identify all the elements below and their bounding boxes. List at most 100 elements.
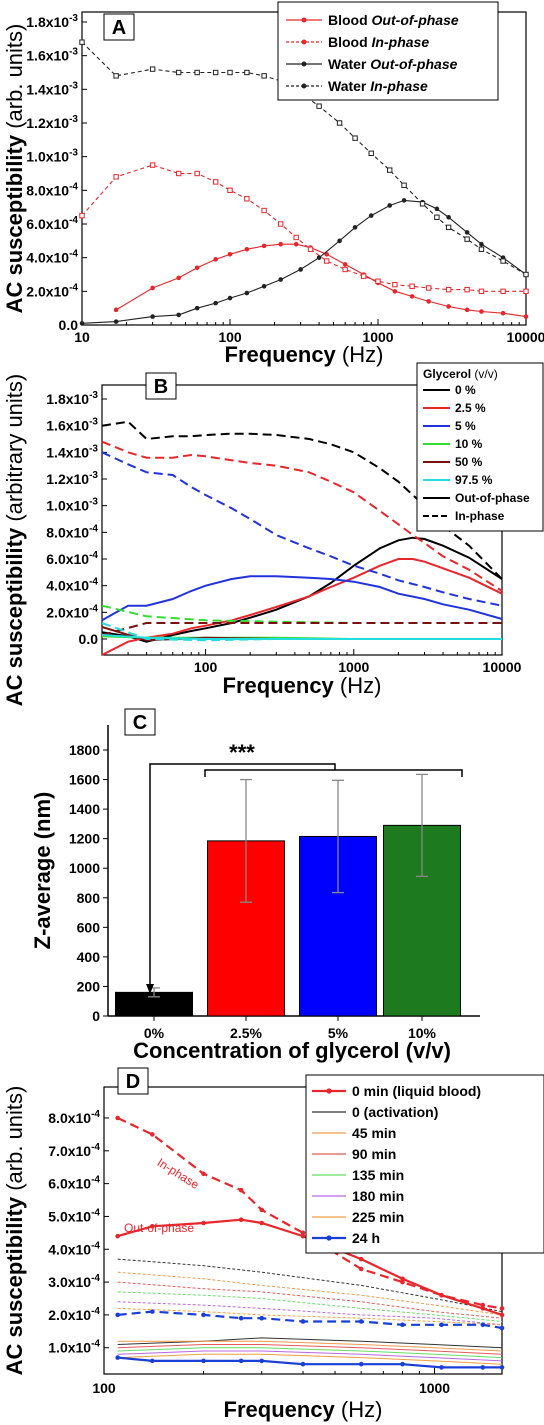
data-point [176, 275, 181, 281]
series-line [117, 1356, 502, 1369]
legend-marker [301, 39, 307, 45]
y-tick-label: 800 [77, 890, 101, 906]
data-point [149, 1223, 155, 1229]
y-tick-label: 0.0 [59, 317, 79, 333]
data-point [259, 1358, 265, 1364]
data-point [352, 135, 358, 141]
y-axis-label: AC susceptibility (arb. units) [2, 24, 27, 314]
x-tick-label: 1000 [362, 329, 393, 345]
data-point [358, 1266, 364, 1272]
data-point [300, 1319, 306, 1324]
data-point [400, 1276, 405, 1282]
data-point [149, 66, 156, 72]
x-tick-label: 100 [218, 329, 242, 345]
data-point [523, 288, 529, 295]
data-point [213, 257, 218, 262]
data-point [425, 285, 432, 291]
data-point [115, 1355, 120, 1360]
series-line [117, 1347, 503, 1359]
y-tick-label: 1.4x10-3 [46, 443, 98, 460]
y-tick-label: 6.0x10-4 [48, 1175, 100, 1192]
legend-marker [326, 1235, 332, 1241]
legend-label: 0 % [455, 383, 476, 397]
data-point [480, 1365, 486, 1370]
data-point [277, 221, 284, 227]
data-point [113, 174, 119, 180]
data-point [298, 267, 303, 272]
data-point [113, 73, 119, 79]
data-point [115, 1115, 120, 1121]
data-point [400, 1279, 405, 1285]
series-line [101, 451, 503, 607]
data-point [434, 214, 440, 220]
y-tick-label: 400 [77, 949, 101, 965]
panel-a: 0.0 2.0x10-4 4.0x10-4 6.0x10-4 8.0x10-4 1.0x1… [2, 1, 544, 367]
y-tick-label: 600 [77, 919, 101, 935]
x-axis-label: Concentration of glycerol (v/v) [133, 1038, 451, 1063]
data-point [464, 236, 470, 242]
data-point [523, 271, 529, 278]
panel-letter-box [124, 708, 156, 736]
legend-label: 180 min [352, 1188, 404, 1204]
legend-label: 24 h [352, 1230, 380, 1246]
data-point [238, 1358, 244, 1364]
data-point [149, 1309, 155, 1314]
x-tick-label: 10% [408, 1025, 437, 1041]
y-tick-label: 1000 [69, 860, 100, 876]
data-point [400, 1322, 405, 1328]
data-point [464, 307, 470, 313]
data-point [316, 103, 322, 109]
legend-marker [301, 83, 307, 89]
data-point [464, 230, 470, 235]
annotation-in-phase: In-phase [155, 1155, 202, 1192]
data-point [316, 255, 322, 260]
data-point [261, 283, 267, 289]
legend-label: 50 % [455, 455, 483, 469]
legend-label: Water In-phase [328, 78, 428, 94]
legend-label: 225 min [352, 1209, 404, 1225]
data-point [445, 224, 452, 231]
data-point [439, 1322, 444, 1328]
series-line [117, 1310, 503, 1330]
panel-letter: C [133, 712, 147, 734]
x-tick-label: 100 [92, 1380, 116, 1396]
data-point [79, 39, 85, 45]
data-point [499, 1312, 505, 1318]
arrow-head [146, 984, 154, 994]
y-tick-label: 1.8x10-3 [26, 13, 78, 30]
data-point [244, 290, 250, 296]
y-tick-label: 1.0x10-3 [26, 148, 78, 165]
series-line [101, 604, 502, 624]
data-point [261, 243, 267, 249]
legend-label: 90 min [352, 1146, 396, 1162]
y-tick-label: 0.0 [79, 631, 99, 647]
data-point [479, 309, 484, 314]
data-point [244, 69, 250, 76]
x-tick-label: 5% [328, 1025, 349, 1041]
data-point [387, 203, 393, 208]
data-point [201, 1312, 206, 1318]
y-tick-label: 5.0x10-4 [48, 1207, 100, 1224]
data-point [358, 1361, 364, 1367]
series-line [81, 199, 527, 324]
data-point [244, 196, 250, 202]
data-point [392, 281, 398, 288]
series-line [101, 440, 503, 592]
data-point [337, 238, 342, 244]
series-line [117, 1291, 503, 1322]
y-tick-label: 1.4x10-3 [26, 80, 78, 97]
x-tick-label: 1000 [419, 1380, 450, 1396]
series-line [101, 536, 503, 643]
series-line [117, 1271, 503, 1316]
data-point [300, 1233, 306, 1239]
series-line [117, 1281, 503, 1319]
data-point [293, 234, 299, 241]
x-tick-label: 10000 [483, 659, 522, 675]
x-axis-label: Frequency (Hz) [224, 1397, 383, 1422]
data-point [300, 1230, 306, 1236]
data-point [261, 207, 267, 214]
y-tick-label: 1.8x10-3 [46, 390, 98, 407]
data-point [500, 310, 506, 316]
y-axis-label: Z-average (nm) [30, 792, 55, 950]
legend-box [305, 1074, 544, 1254]
